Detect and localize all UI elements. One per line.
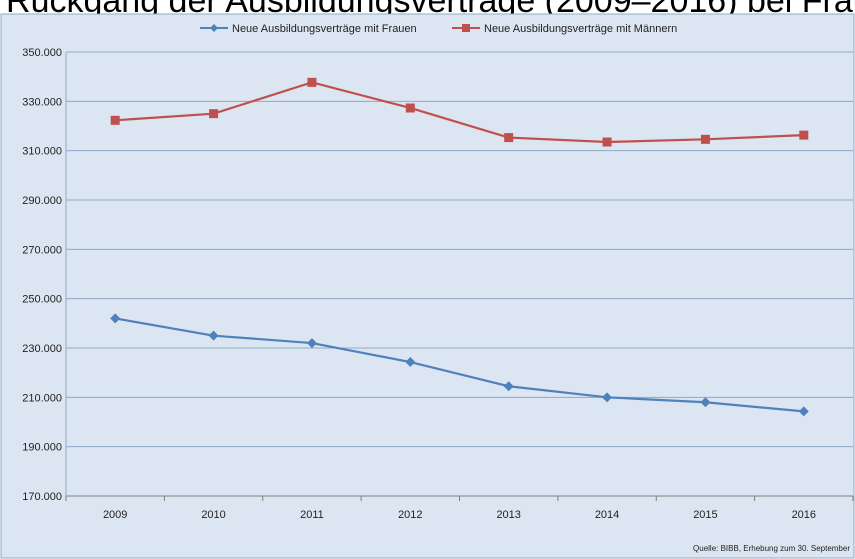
data-point-frauen — [602, 392, 613, 403]
x-tick-label: 2016 — [792, 509, 816, 521]
y-tick-label: 270.000 — [22, 244, 62, 256]
y-tick-label: 170.000 — [22, 491, 62, 503]
legend-label-1: Neue Ausbildungsverträge mit Männern — [484, 23, 677, 35]
x-tick-label: 2014 — [595, 509, 619, 521]
y-tick-label: 290.000 — [22, 195, 62, 207]
legend-label-0: Neue Ausbildungsverträge mit Frauen — [232, 23, 417, 35]
series-line-1 — [115, 81, 804, 144]
data-point-maenner — [700, 134, 710, 144]
y-tick-label: 210.000 — [22, 392, 62, 404]
chart-area — [0, 13, 855, 559]
data-point-maenner — [504, 133, 514, 143]
data-point-maenner — [209, 109, 219, 119]
data-point-maenner — [110, 115, 120, 125]
data-point-maenner — [799, 130, 809, 140]
x-tick-label: 2010 — [201, 509, 225, 521]
y-tick-label: 330.000 — [22, 96, 62, 108]
x-tick-label: 2011 — [300, 509, 324, 521]
data-point-maenner — [602, 137, 612, 147]
data-point-frauen — [208, 330, 219, 341]
y-tick-label: 250.000 — [22, 294, 62, 306]
data-point-frauen — [798, 406, 809, 417]
y-tick-label: 310.000 — [22, 146, 62, 158]
x-tick-label: 2009 — [103, 509, 127, 521]
y-tick-label: 350.000 — [22, 47, 62, 59]
data-point-frauen — [405, 357, 416, 368]
data-point-frauen — [700, 397, 711, 408]
y-tick-label: 230.000 — [22, 343, 62, 355]
series-line-0 — [114, 317, 804, 413]
data-point-frauen — [110, 313, 121, 324]
legend-marker-square — [462, 24, 470, 32]
x-tick-label: 2015 — [693, 509, 717, 521]
x-tick-label: 2012 — [398, 509, 422, 521]
data-point-maenner — [405, 103, 415, 113]
y-tick-label: 190.000 — [22, 442, 62, 454]
legend-marker-diamond — [210, 24, 218, 32]
source-note: Quelle: BIBB, Erhebung zum 30. September — [693, 544, 850, 553]
data-point-frauen — [306, 338, 317, 349]
data-point-frauen — [503, 381, 514, 392]
data-point-maenner — [307, 77, 317, 87]
x-tick-label: 2013 — [496, 509, 520, 521]
